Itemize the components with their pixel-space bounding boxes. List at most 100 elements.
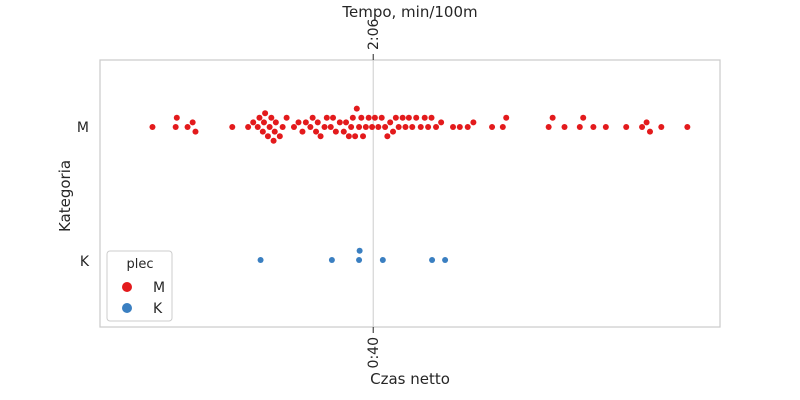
point-m-68 — [428, 114, 435, 121]
point-m-13 — [262, 110, 269, 117]
point-m-2 — [173, 114, 180, 121]
point-m-15 — [266, 124, 273, 130]
point-m-55 — [384, 133, 391, 140]
legend-marker-k — [122, 303, 132, 313]
point-m-21 — [279, 124, 286, 130]
point-k-0 — [257, 257, 264, 263]
point-m-50 — [369, 124, 376, 130]
point-m-74 — [470, 119, 477, 126]
point-m-57 — [390, 128, 397, 135]
point-m-5 — [192, 128, 199, 135]
point-m-33 — [323, 114, 330, 121]
point-m-64 — [413, 114, 420, 121]
point-m-36 — [332, 128, 339, 135]
point-m-77 — [503, 114, 510, 121]
point-m-80 — [561, 124, 568, 130]
point-m-48 — [362, 124, 369, 130]
point-m-19 — [272, 119, 279, 126]
point-m-49 — [365, 114, 372, 121]
point-m-69 — [433, 124, 440, 130]
point-m-85 — [623, 124, 630, 130]
point-m-82 — [580, 114, 587, 121]
point-m-17 — [270, 137, 277, 144]
legend-marker-m — [122, 282, 132, 292]
point-k-5 — [429, 257, 436, 263]
point-m-30 — [314, 119, 321, 126]
point-m-29 — [313, 128, 320, 135]
point-m-31 — [317, 133, 324, 140]
point-m-90 — [684, 124, 691, 130]
point-k-3 — [356, 247, 363, 254]
point-m-88 — [646, 128, 653, 135]
point-m-20 — [276, 133, 283, 140]
point-k-2 — [356, 257, 363, 263]
point-m-58 — [392, 114, 399, 121]
point-m-39 — [343, 119, 350, 126]
point-m-37 — [336, 119, 343, 126]
point-m-41 — [348, 124, 355, 130]
point-m-23 — [290, 124, 297, 130]
point-m-84 — [602, 124, 609, 130]
point-m-27 — [307, 124, 314, 130]
point-m-35 — [330, 114, 337, 121]
point-m-40 — [345, 133, 352, 140]
point-m-34 — [327, 124, 334, 130]
point-m-3 — [184, 124, 191, 130]
y-tick-label-m: M — [77, 120, 89, 136]
point-m-70 — [438, 119, 445, 126]
point-m-63 — [409, 124, 416, 130]
point-m-16 — [268, 114, 275, 121]
point-m-67 — [425, 124, 432, 130]
point-m-76 — [499, 124, 506, 130]
point-m-10 — [256, 114, 263, 121]
point-m-78 — [545, 124, 552, 130]
point-k-4 — [379, 257, 386, 263]
x-axis-label: Czas netto — [370, 370, 450, 388]
point-m-60 — [399, 114, 406, 121]
point-m-22 — [283, 114, 290, 121]
secondary-x-tick-label-0: 2:06 — [366, 18, 382, 50]
plot-area — [99, 59, 721, 328]
point-m-51 — [371, 114, 378, 121]
point-m-6 — [229, 124, 236, 130]
point-m-59 — [395, 124, 402, 130]
point-m-46 — [358, 114, 365, 121]
legend-title: plec — [126, 257, 153, 272]
point-m-43 — [352, 133, 359, 140]
y-tick-label-k: K — [80, 254, 90, 270]
point-m-86 — [639, 124, 646, 130]
point-m-28 — [309, 114, 316, 121]
point-m-53 — [378, 114, 385, 121]
point-k-1 — [328, 257, 335, 263]
point-m-32 — [321, 124, 328, 130]
point-m-7 — [245, 124, 252, 130]
secondary-x-axis-label: Tempo, min/100m — [341, 3, 477, 21]
point-m-81 — [576, 124, 583, 130]
legend-label-k: K — [153, 301, 163, 317]
point-m-9 — [254, 124, 261, 130]
point-m-44 — [353, 105, 360, 112]
point-m-62 — [405, 114, 412, 121]
point-m-83 — [590, 124, 597, 130]
point-m-4 — [189, 119, 196, 126]
point-m-1 — [172, 124, 179, 130]
point-m-87 — [643, 119, 650, 126]
point-m-56 — [387, 119, 394, 126]
point-m-26 — [302, 119, 309, 126]
tick-layer: 0:40 2:06 — [366, 18, 382, 368]
point-m-12 — [260, 119, 267, 126]
point-m-8 — [250, 119, 257, 126]
point-m-24 — [295, 119, 302, 126]
legend-box — [106, 250, 173, 322]
legend: plec M K — [106, 250, 173, 322]
point-m-66 — [421, 114, 428, 121]
point-m-25 — [299, 128, 306, 135]
point-m-75 — [489, 124, 496, 130]
point-m-65 — [417, 124, 424, 130]
point-m-73 — [464, 124, 471, 130]
point-m-79 — [549, 114, 556, 121]
x-tick-label-0: 0:40 — [366, 337, 382, 368]
point-m-52 — [375, 124, 382, 130]
point-k-6 — [442, 257, 449, 263]
data-points — [149, 105, 691, 263]
